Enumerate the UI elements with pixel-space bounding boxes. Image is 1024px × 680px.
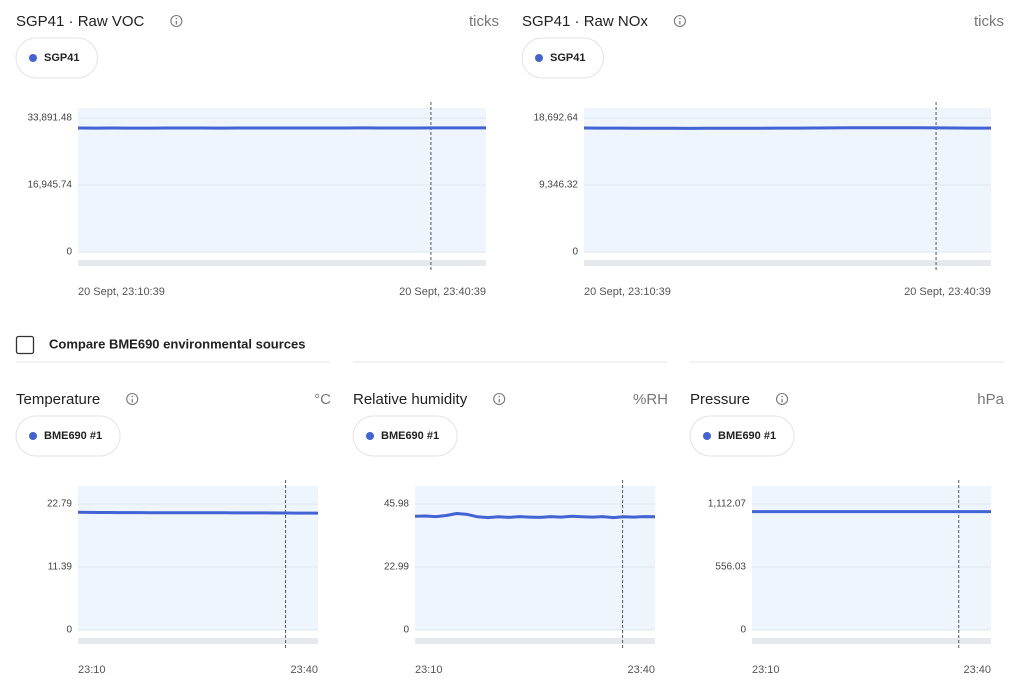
x-tick-label: 20 Sept, 23:40:39 (904, 286, 991, 298)
legend-item[interactable] (521, 37, 604, 79)
unit-label: ticks (469, 13, 499, 30)
plot-area (584, 108, 991, 252)
legend-swatch (29, 432, 37, 440)
info-icon (679, 17, 681, 20)
y-tick-label: 9,346.32 (539, 180, 578, 191)
scrollbar[interactable] (752, 638, 991, 644)
plot-area (415, 486, 655, 630)
info-icon[interactable] (673, 14, 686, 28)
info-icon[interactable] (775, 392, 789, 406)
chart-title: Temperature (16, 391, 100, 408)
y-tick-label: 45.98 (384, 499, 409, 510)
x-tick-label: 23:40 (627, 664, 655, 676)
legend-item[interactable] (689, 415, 795, 457)
x-tick-label: 20 Sept, 23:10:39 (78, 286, 165, 298)
series-line (77, 510, 318, 515)
series-line (583, 126, 991, 130)
chart-title: SGP41 · Raw VOC (16, 13, 145, 30)
y-tick-label: 1,112.07 (708, 499, 747, 510)
info-icon[interactable] (170, 14, 183, 28)
unit-label: %RH (633, 391, 668, 408)
x-tick-label: 20 Sept, 23:10:39 (584, 286, 671, 298)
info-icon (131, 395, 134, 398)
scrollbar[interactable] (584, 260, 991, 266)
info-icon (781, 395, 783, 398)
chart-title: SGP41 · Raw NOx (522, 13, 648, 30)
x-tick-label: 20 Sept, 23:40:39 (399, 286, 486, 298)
plot-area (752, 486, 991, 630)
x-tick-label: 23:10 (752, 664, 780, 676)
legend-label: SGP41 (44, 52, 79, 64)
y-tick-label: 556.03 (715, 562, 746, 573)
legend-item[interactable] (15, 37, 98, 79)
info-icon (175, 17, 178, 20)
unit-label: ticks (974, 13, 1004, 30)
x-tick-label: 23:10 (78, 664, 106, 676)
scrollbar[interactable] (78, 638, 318, 644)
legend-item[interactable] (15, 415, 121, 457)
y-tick-label: 0 (572, 247, 578, 258)
scrollbar[interactable] (415, 638, 655, 644)
y-tick-label: 16,945.74 (28, 180, 73, 191)
series-line (414, 512, 656, 520)
chart-title: Relative humidity (353, 391, 468, 408)
y-tick-label: 0 (66, 625, 72, 636)
info-icon[interactable] (493, 392, 506, 406)
legend-label: BME690 #1 (44, 430, 102, 442)
unit-label: °C (314, 391, 331, 408)
legend-label: BME690 #1 (718, 430, 776, 442)
scrollbar[interactable] (78, 260, 486, 266)
legend-swatch (29, 54, 37, 62)
y-tick-label: 18,692.64 (534, 113, 579, 124)
checkbox[interactable] (15, 335, 35, 355)
legend-label: BME690 #1 (381, 430, 439, 442)
y-tick-label: 0 (740, 625, 746, 636)
legend-swatch (535, 54, 543, 62)
y-tick-label: 0 (403, 625, 409, 636)
y-tick-label: 33,891.48 (28, 113, 73, 124)
legend-item[interactable] (352, 415, 458, 457)
legend-swatch (703, 432, 711, 440)
x-tick-label: 23:10 (415, 664, 443, 676)
y-tick-label: 22.99 (384, 562, 409, 573)
chart-title: Pressure (690, 391, 750, 408)
legend-label: SGP41 (550, 52, 585, 64)
x-tick-label: 23:40 (290, 664, 318, 676)
y-tick-label: 22.79 (47, 499, 72, 510)
checkbox-label[interactable]: Compare BME690 environmental sources (49, 336, 305, 351)
plot-area (78, 486, 318, 630)
x-tick-label: 23:40 (963, 664, 991, 676)
y-tick-label: 0 (66, 247, 72, 258)
legend-swatch (366, 432, 374, 440)
unit-label: hPa (977, 391, 1004, 408)
info-icon (498, 395, 501, 398)
plot-area (78, 108, 486, 252)
info-icon[interactable] (126, 392, 139, 406)
y-tick-label: 11.39 (48, 562, 73, 573)
